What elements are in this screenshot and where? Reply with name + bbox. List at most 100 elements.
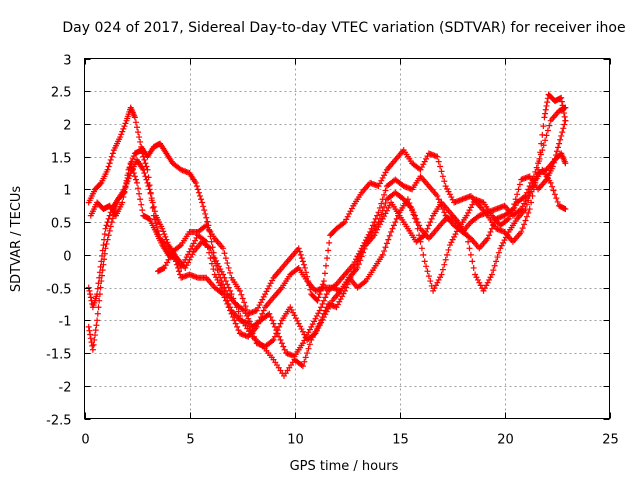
data-point [277, 320, 284, 327]
data-point [305, 278, 312, 285]
series-track-4 [85, 104, 569, 353]
data-point [143, 163, 150, 170]
data-point [260, 293, 267, 300]
data-point [423, 228, 430, 235]
data-point [257, 299, 264, 306]
data-point [225, 264, 232, 271]
data-point [559, 102, 566, 109]
data-point [87, 291, 94, 298]
data-point [195, 189, 202, 196]
data-point [381, 191, 388, 198]
data-point [298, 326, 305, 333]
data-point [382, 210, 389, 217]
data-point [299, 258, 306, 265]
data-point [277, 336, 284, 343]
data-point [105, 163, 112, 170]
data-point [374, 212, 381, 219]
data-point [160, 228, 167, 235]
data-point [437, 274, 444, 281]
data-point [253, 323, 260, 330]
data-point [490, 267, 497, 274]
data-point [438, 271, 445, 278]
data-point [225, 300, 232, 307]
data-point [372, 215, 379, 222]
data-point [87, 335, 94, 342]
data-point [100, 242, 107, 249]
data-point [241, 299, 248, 306]
data-point [132, 176, 139, 183]
data-point [134, 179, 140, 186]
data-point [467, 204, 474, 211]
data-point [86, 327, 93, 334]
data-point [136, 190, 143, 197]
data-point [161, 231, 168, 238]
data-point [145, 183, 152, 190]
data-point [435, 158, 442, 165]
data-point [542, 137, 549, 144]
data-point [235, 327, 242, 334]
data-point [213, 274, 220, 281]
data-point [529, 192, 536, 199]
data-point [124, 178, 131, 185]
data-point [92, 327, 99, 334]
y-tick-label: -1.5 [46, 348, 71, 363]
data-point [101, 256, 108, 263]
data-point [85, 323, 92, 330]
data-point [558, 132, 565, 139]
data-point [435, 276, 442, 283]
data-point [260, 307, 267, 314]
data-point [276, 323, 283, 330]
x-tick-label: 15 [392, 433, 409, 448]
y-tick-label: 2 [63, 119, 71, 134]
data-point [270, 336, 277, 343]
data-point [109, 150, 116, 157]
data-point [553, 195, 560, 202]
data-point [395, 212, 402, 219]
data-point [95, 304, 102, 311]
axis-ticks: 0 5 10 15 20 25 -2.5 -2 -1.5 -1 -0.5 0 0.5 1 1.5 2 2.5 3 [46, 54, 619, 448]
data-point [533, 173, 540, 180]
chart-title: Day 024 of 2017, Sidereal Day-to-day VTE… [62, 20, 625, 36]
data-point [322, 294, 329, 301]
data-point [469, 258, 476, 265]
data-point [126, 172, 133, 179]
data-point [97, 180, 104, 187]
data-point [185, 251, 192, 258]
data-point [383, 207, 390, 214]
data-point [273, 330, 280, 337]
data-point [232, 320, 239, 327]
data-point [103, 240, 110, 247]
data-point [425, 222, 432, 229]
data-point [224, 297, 231, 304]
data-point [446, 191, 453, 198]
data-point [316, 307, 323, 314]
data-point [245, 320, 252, 327]
data-point [255, 304, 262, 311]
data-point [281, 346, 288, 353]
data-point [107, 223, 114, 230]
data-point [200, 203, 207, 210]
data-point [119, 128, 126, 135]
data-point [343, 216, 350, 223]
data-point [121, 186, 128, 193]
data-point [382, 187, 389, 194]
data-point [248, 327, 255, 334]
data-point [515, 186, 522, 193]
data-point [221, 291, 228, 298]
data-point [120, 125, 127, 132]
data-point [162, 233, 169, 240]
data-point [319, 316, 326, 323]
data-point [554, 148, 560, 155]
data-point [361, 245, 368, 252]
data-point [304, 273, 311, 280]
data-point [315, 310, 322, 317]
data-point [121, 123, 128, 130]
data-point [368, 225, 375, 232]
data-point [435, 196, 442, 203]
data-point [418, 245, 425, 252]
data-point [213, 262, 220, 269]
data-point [441, 178, 448, 185]
data-point [487, 228, 494, 235]
data-point [484, 279, 491, 286]
data-point [560, 106, 567, 113]
